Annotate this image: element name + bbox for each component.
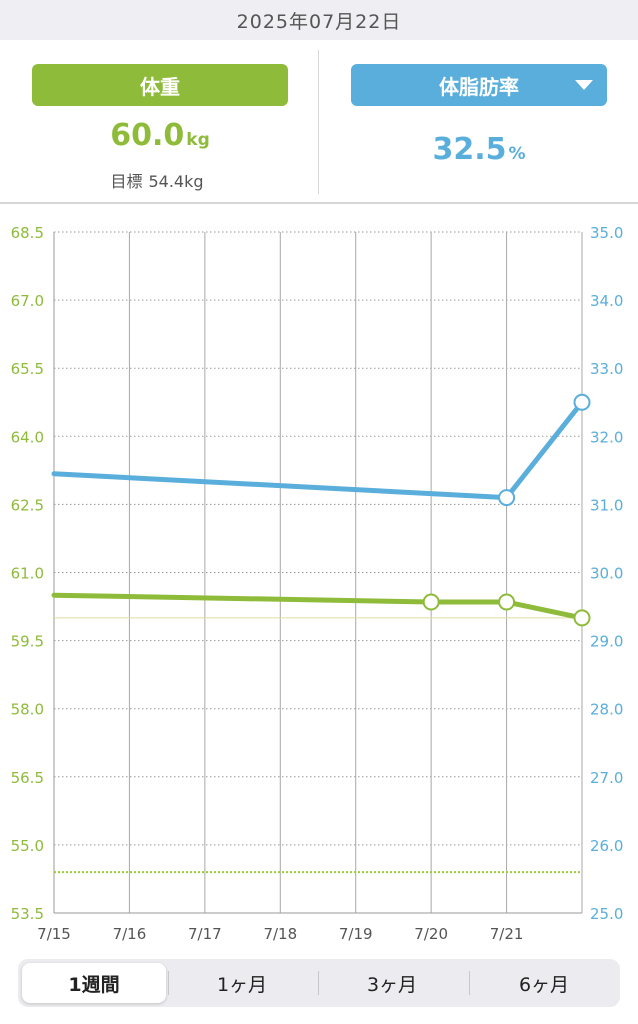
weight-label: 体重 [140,74,180,99]
y-left-tick-label: 59.5 [11,633,44,651]
y-right-tick-label: 35.0 [590,224,623,242]
period-tab-1week[interactable]: 1週間 [22,963,166,1003]
y-left-tick-label: 64.0 [11,428,44,446]
y-right-tick-label: 26.0 [590,837,623,855]
period-selector: 1週間 1ヶ月 3ヶ月 6ヶ月 [18,959,620,1007]
y-right-tick-label: 32.0 [590,428,623,446]
target-value: 54.4kg [148,172,204,191]
weight-data-point [573,609,591,627]
y-right-tick-label: 25.0 [590,905,623,923]
section-divider [0,202,638,204]
y-right-tick-label: 30.0 [590,565,623,583]
trend-chart: 68.5 35.0 67.0 34.0 65.5 33.0 64.0 32.0 62.5 31.0… [0,205,638,947]
period-separator [469,971,470,995]
x-tick-label: 7/17 [188,925,222,943]
weight-number: 60.0 [110,118,185,153]
y-left-tick-label: 62.5 [11,496,44,514]
y-left-tick-label: 58.0 [11,701,44,719]
y-right-tick-label: 27.0 [590,769,623,787]
chevron-down-icon [575,80,593,90]
body-fat-number: 32.5 [432,132,507,167]
y-left-tick-label: 67.0 [11,292,44,310]
weight-data-point [422,593,440,611]
y-right-tick-label: 29.0 [590,633,623,651]
body-fat-value: 32.5% [351,132,607,167]
weight-target: 目標 54.4kg [32,168,288,192]
x-tick-label: 7/15 [37,925,71,943]
metrics-panel: 体重 60.0 kg 目標 54.4kg 体脂肪率 32.5% [0,40,638,202]
weight-data-point [498,593,516,611]
period-tab-3months[interactable]: 3ヶ月 [366,973,418,996]
body-fat-series-line [51,399,585,501]
y-right-tick-label: 28.0 [590,701,623,719]
period-tab-1month[interactable]: 1ヶ月 [216,973,268,996]
y-right-tick-label: 34.0 [590,292,623,310]
period-tab-6months[interactable]: 6ヶ月 [518,973,570,996]
y-right-tick-label: 33.0 [590,360,623,378]
weight-tab-button[interactable]: 体重 [32,64,288,106]
x-tick-label: 7/21 [490,925,524,943]
period-separator [168,971,169,995]
body-fat-label: 体脂肪率 [439,74,519,99]
metric-divider [318,50,319,194]
x-tick-label: 7/19 [339,925,373,943]
y-left-tick-label: 65.5 [11,360,44,378]
x-tick-label: 7/16 [113,925,147,943]
x-tick-label: 7/20 [414,925,448,943]
body-fat-data-point [498,489,516,507]
y-left-tick-label: 53.5 [11,905,44,923]
y-left-tick-label: 61.0 [11,565,44,583]
x-tick-label: 7/18 [263,925,297,943]
y-right-tick-label: 31.0 [590,496,623,514]
weight-series-line [51,592,585,621]
target-label: 目標 [110,172,143,191]
body-fat-dropdown-button[interactable]: 体脂肪率 [351,64,607,106]
y-left-tick-label: 56.5 [11,769,44,787]
period-separator [318,971,319,995]
y-left-tick-label: 55.0 [11,837,44,855]
trend-chart-svg: 68.5 35.0 67.0 34.0 65.5 33.0 64.0 32.0 62.5 31.0… [11,224,624,943]
weight-unit: kg [186,130,210,150]
date-header: 2025年07月22日 [0,0,638,40]
body-fat-data-point [573,393,591,411]
body-fat-unit: % [508,144,526,164]
weight-value: 60.0 kg [32,118,288,153]
y-left-tick-label: 68.5 [11,224,44,242]
